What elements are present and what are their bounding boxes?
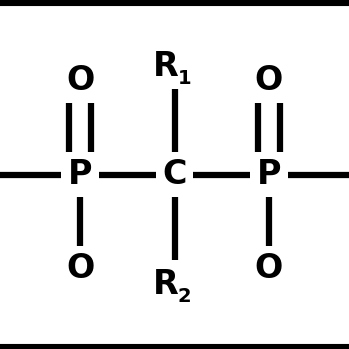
Text: C: C bbox=[162, 158, 187, 191]
Text: O: O bbox=[255, 252, 283, 285]
Text: O: O bbox=[255, 64, 283, 97]
Text: R: R bbox=[153, 50, 179, 83]
Text: O: O bbox=[66, 64, 94, 97]
Text: P: P bbox=[68, 158, 92, 191]
Text: P: P bbox=[257, 158, 281, 191]
Text: 2: 2 bbox=[177, 287, 191, 306]
Text: R: R bbox=[153, 268, 179, 301]
Text: O: O bbox=[66, 252, 94, 285]
Text: 1: 1 bbox=[177, 69, 191, 88]
